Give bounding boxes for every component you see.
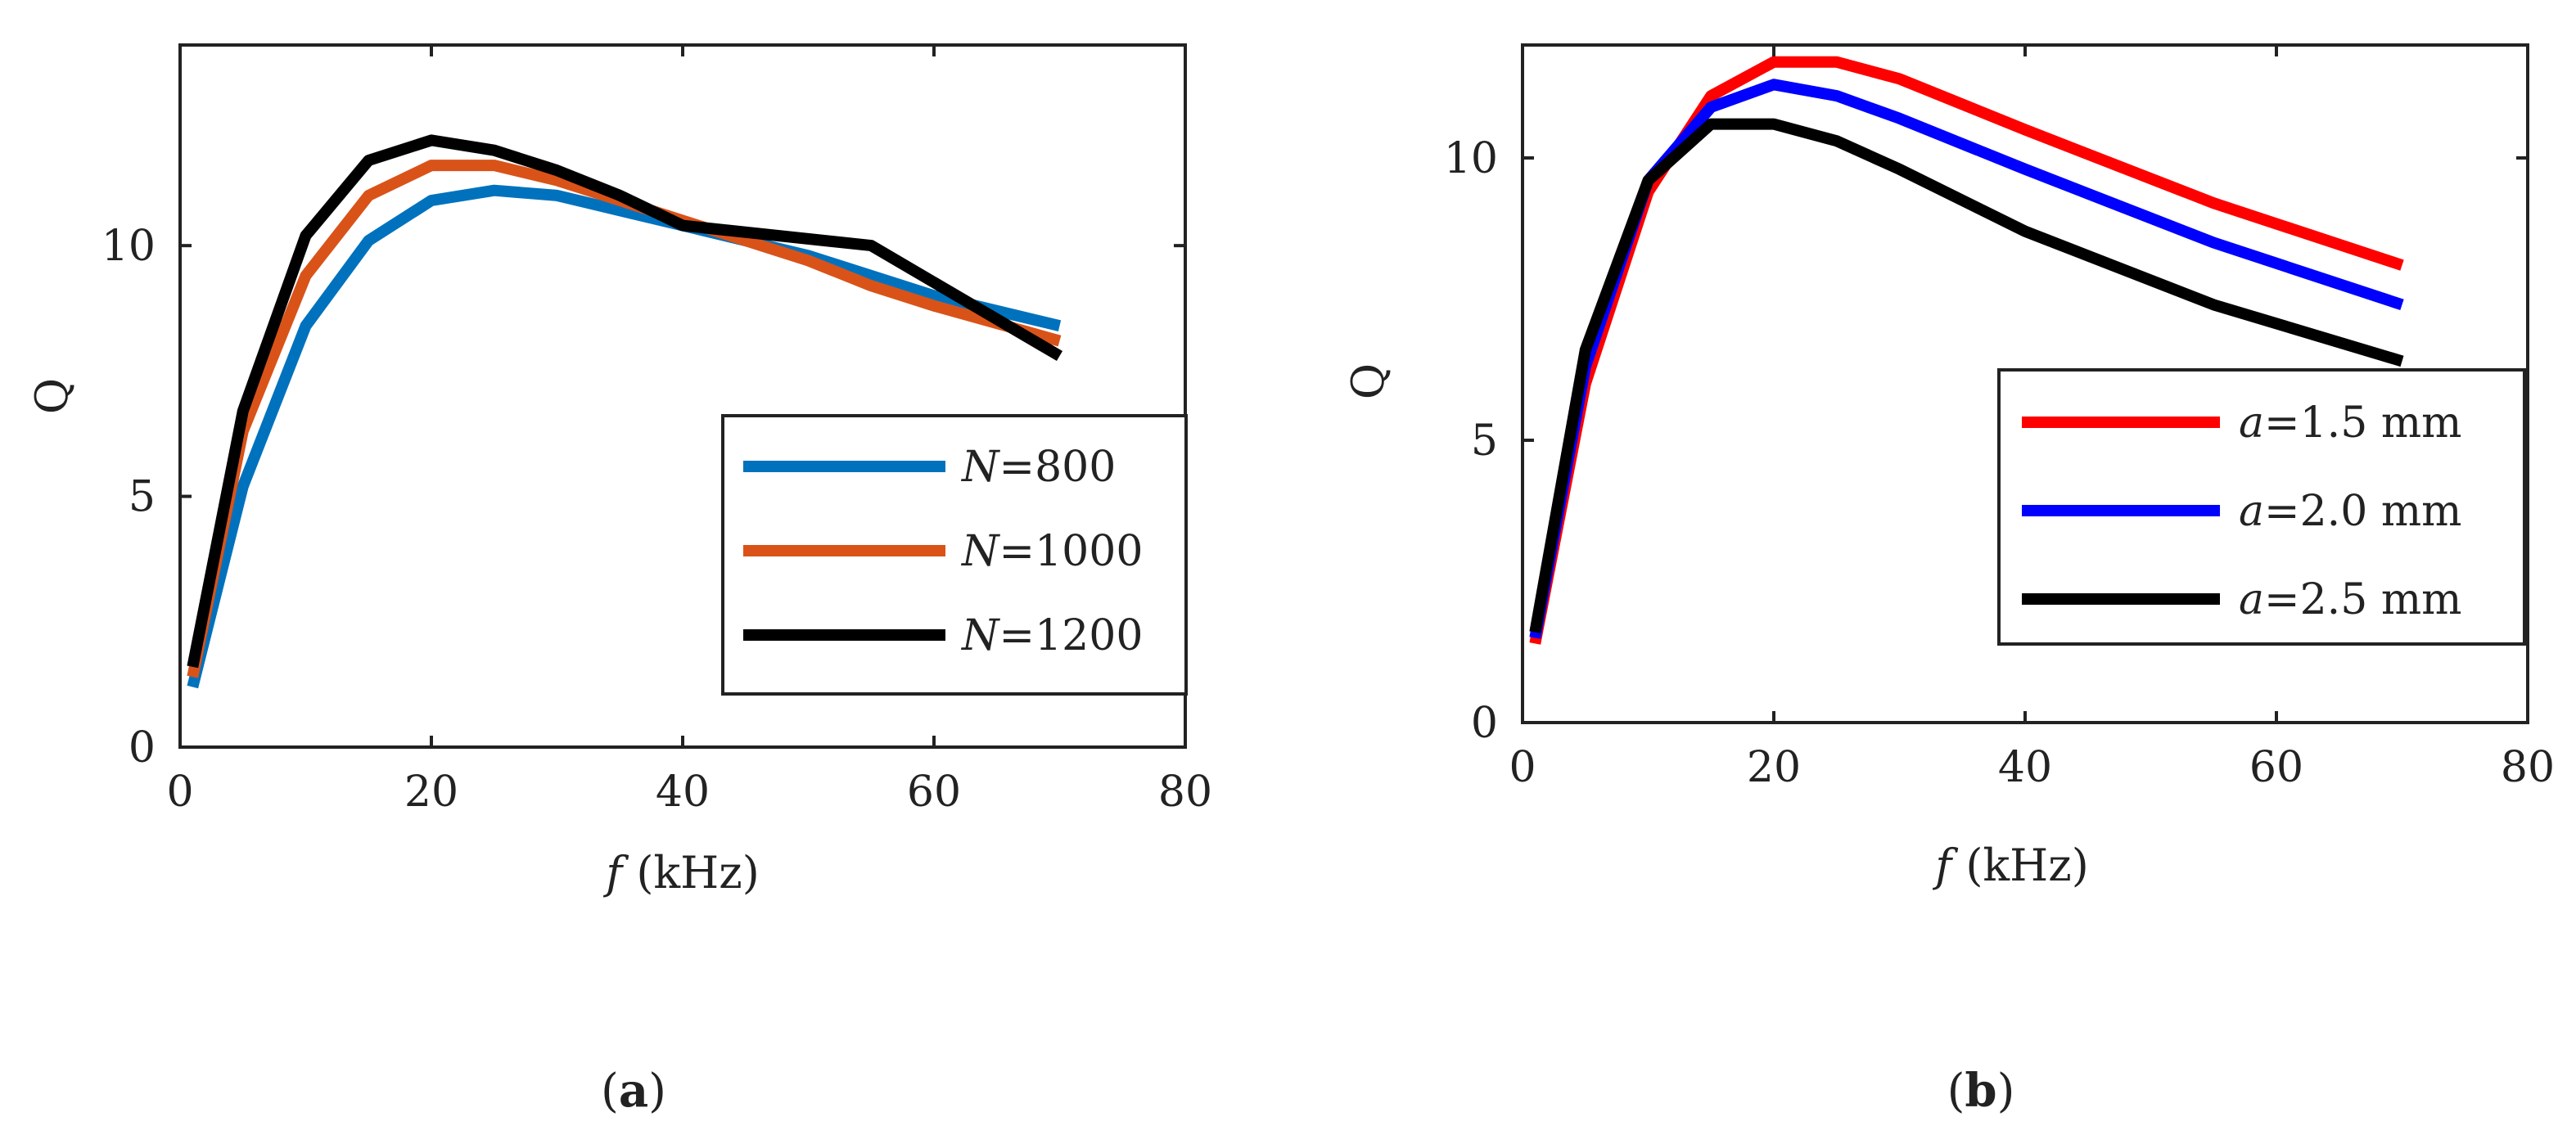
panel-a-series: [187, 134, 1063, 689]
panel-b-y-tick-label: 0: [1471, 699, 1498, 748]
legend-variable: a: [2239, 399, 2264, 448]
panel-a-caption: (a): [601, 1064, 666, 1118]
panel-b-caption: (b): [1947, 1064, 2015, 1118]
panel-b-legend-items: a=1.5 mma=2.0 mma=2.5 mm: [2022, 399, 2461, 624]
panel-a-ticks: 0 20 40 60 80 0 5 10: [102, 45, 1212, 817]
legend-value: =1200: [999, 611, 1144, 660]
panel-b-legend-label-3: a=2.5 mm: [2239, 575, 2461, 624]
panel-b-series-line-3: [1529, 118, 2404, 633]
legend-variable: N: [960, 443, 1000, 492]
panel-a-y-tick-label: 5: [129, 473, 156, 522]
panel-b-legend-label-2: a=2.0 mm: [2239, 487, 2461, 536]
panel-b-series: [1529, 56, 2404, 645]
legend-value: =2.5 mm: [2264, 575, 2461, 624]
panel-b-y-axis-label: Q: [1342, 363, 1394, 399]
panel-a-legend-label-3: N=1200: [960, 611, 1143, 660]
panel-a-x-tick-label: 60: [907, 768, 961, 817]
panel-a-series-line-1: [187, 184, 1062, 689]
legend-variable: N: [960, 611, 1000, 660]
panel-a-x-tick-label: 40: [656, 768, 710, 817]
panel-b-x-axis-label: f (kHz): [1932, 840, 2089, 891]
legend-variable: N: [960, 527, 1000, 576]
panel-a-y-axis-label: Q: [26, 378, 78, 414]
legend-value: =2.0 mm: [2264, 487, 2461, 536]
panel-b-y-tick-label: 10: [1444, 134, 1498, 183]
panel-b-ticks: 0 20 40 60 80 0 5 10: [1444, 45, 2555, 792]
legend-variable: a: [2239, 487, 2264, 536]
panel-a-x-tick-label: 20: [404, 768, 458, 817]
panel-b-x-tick-label: 60: [2249, 743, 2303, 792]
panel-a-y-tick-label: 0: [129, 723, 156, 772]
panel-a-x-tick-label: 80: [1158, 768, 1212, 817]
legend-value: =800: [999, 443, 1117, 492]
panel-b-x-tick-label: 40: [1998, 743, 2052, 792]
panel-a-x-axis-label: f (kHz): [602, 847, 760, 899]
panel-b-x-tick-label: 80: [2501, 743, 2555, 792]
panel-b-x-tick-label: 0: [1509, 743, 1536, 792]
legend-value: =1000: [999, 527, 1144, 576]
panel-b-legend-label-1: a=1.5 mm: [2239, 399, 2461, 448]
legend-variable: a: [2239, 575, 2264, 624]
panel-a-x-tick-label: 0: [166, 768, 193, 817]
legend-value: =1.5 mm: [2264, 399, 2461, 448]
panel-a-legend-label-2: N=1000: [960, 527, 1143, 576]
panel-b-legend: a=1.5 mma=2.0 mma=2.5 mm: [1997, 368, 2526, 646]
panel-a-series-line-2: [187, 160, 1062, 678]
panel-a-legend-label-1: N=800: [960, 443, 1116, 492]
panel-b-x-tick-label: 20: [1747, 743, 1801, 792]
panel-a-y-tick-label: 10: [102, 222, 156, 271]
panel-b-y-tick-label: 5: [1471, 417, 1498, 466]
panel-a-series-line-3: [187, 134, 1063, 669]
